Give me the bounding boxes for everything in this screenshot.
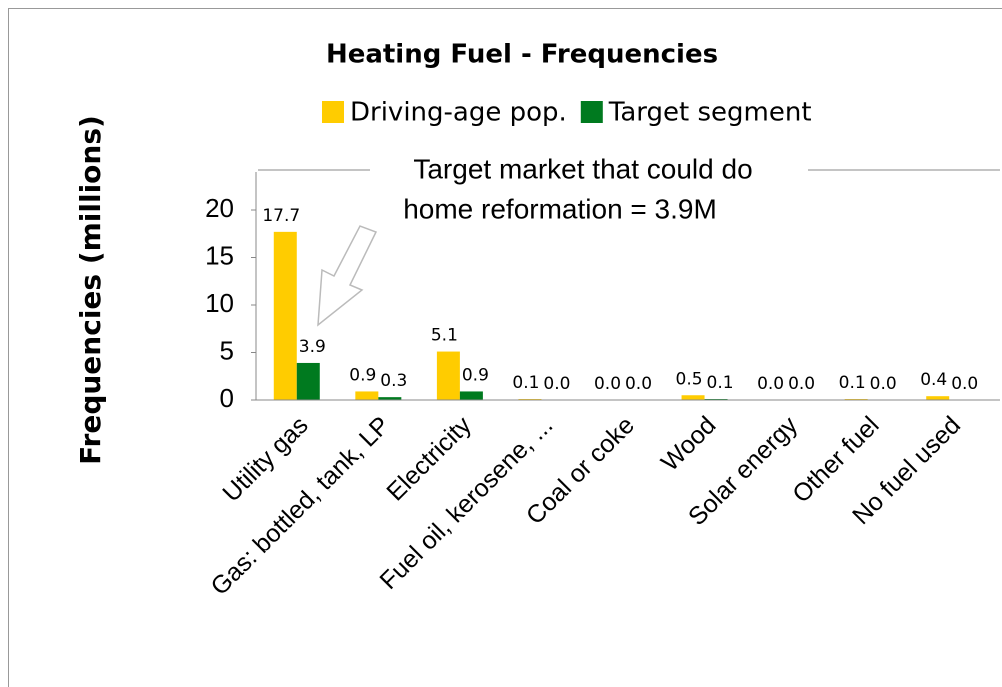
value-label: 0.3 — [380, 371, 407, 391]
legend-swatch — [322, 101, 344, 123]
bar — [926, 396, 950, 400]
value-label: 17.7 — [262, 206, 300, 226]
y-tick-label: 20 — [205, 193, 234, 223]
value-label: 0.0 — [594, 374, 621, 394]
bar — [681, 395, 705, 400]
value-label: 0.1 — [512, 373, 539, 393]
value-label: 0.0 — [757, 374, 784, 394]
bar — [355, 391, 379, 400]
legend-swatch — [580, 101, 603, 123]
bar — [296, 362, 320, 400]
y-axis-title: Frequencies (millions) — [74, 115, 107, 465]
y-tick-label: 15 — [205, 240, 234, 270]
y-tick-label: 5 — [220, 335, 234, 365]
bar — [459, 391, 483, 400]
value-label: 0.5 — [676, 369, 703, 389]
chart-title: Heating Fuel - Frequencies — [326, 40, 718, 70]
value-label: 0.9 — [462, 365, 489, 385]
annotation: Target market that could do — [413, 153, 752, 184]
y-tick-label: 0 — [220, 383, 234, 413]
value-label: 0.1 — [707, 373, 734, 393]
x-tick-label: Wood — [656, 411, 722, 477]
value-label: 0.1 — [839, 373, 866, 393]
legend-label: Target segment — [608, 98, 812, 128]
y-tick-label: 10 — [205, 288, 234, 318]
value-label: 0.0 — [788, 374, 815, 394]
value-label: 3.9 — [299, 337, 326, 357]
value-label: 0.0 — [870, 374, 897, 394]
value-label: 0.0 — [625, 374, 652, 394]
value-label: 0.4 — [920, 370, 947, 390]
annotation: home reformation = 3.9M — [403, 193, 717, 224]
value-label: 0.9 — [349, 365, 376, 385]
bar — [378, 397, 402, 400]
callout-arrow — [317, 225, 378, 327]
legend-label: Driving-age pop. — [350, 98, 567, 128]
bar — [273, 231, 297, 400]
value-label: 5.1 — [431, 326, 458, 346]
value-label: 0.0 — [543, 374, 570, 394]
bar — [436, 351, 460, 400]
frame — [8, 8, 1002, 687]
value-label: 0.0 — [951, 374, 978, 394]
legend: Driving-age pop. Target segment — [322, 98, 812, 128]
